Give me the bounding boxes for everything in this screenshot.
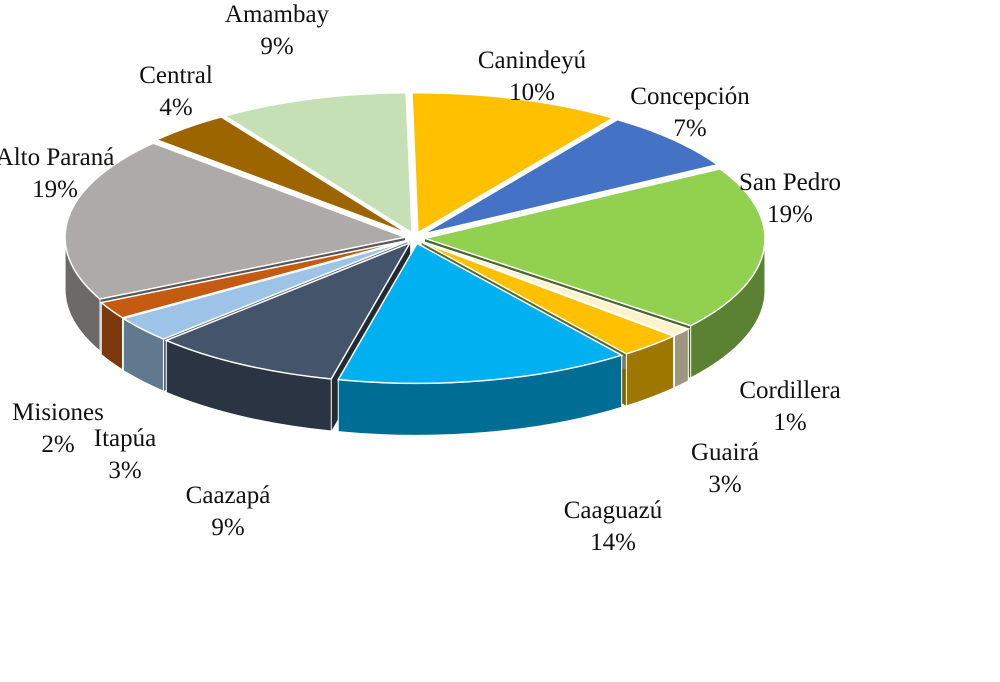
slice-percent-concepcion: 7% [673, 115, 706, 142]
slice-label-canindeyu: Canindeyú [478, 47, 587, 74]
pie-slice-misiones [99, 239, 407, 319]
slice-label-amambay: Amambay [225, 1, 330, 28]
pie-side-cordillera [673, 328, 689, 389]
slice-percent-canindeyu: 10% [509, 79, 555, 106]
pie-slice-cordillera [422, 240, 691, 337]
slice-percent-misiones: 2% [41, 431, 74, 458]
slice-label-misiones: Misiones [12, 399, 104, 426]
pie-slice-san-pedro [422, 168, 766, 327]
pie-tops [64, 92, 766, 385]
slice-label-caazapa: Caazapá [186, 482, 271, 509]
slice-label-san-pedro: San Pedro [739, 169, 841, 196]
slice-percent-itapua: 3% [108, 457, 141, 484]
slice-percent-guaira: 3% [708, 471, 741, 498]
slice-percent-san-pedro: 19% [767, 201, 813, 228]
slice-label-concepcion: Concepción [630, 83, 750, 110]
slice-label-alto-parana: Alto Paraná [0, 144, 114, 171]
slice-percent-alto-parana: 19% [32, 176, 78, 203]
pie-slice-alto-parana [64, 142, 408, 300]
slice-label-cordillera: Cordillera [739, 377, 840, 404]
pie-slice-caazapa [164, 241, 412, 380]
slice-label-caaguazu: Caaguazú [564, 497, 663, 524]
slice-percent-caaguazu: 14% [590, 529, 636, 556]
slice-label-guaira: Guairá [691, 439, 759, 466]
pie-slice-central [154, 116, 409, 235]
pie-slice-guaira [421, 241, 676, 355]
slice-label-itapua: Itapúa [94, 425, 156, 452]
pie-slice-concepcion [422, 118, 720, 236]
pie-labels: Canindeyú 10% Concepción 7% San Pedro 19% Cord… [0, 1, 841, 556]
pie-slice-canindeyu [411, 92, 615, 235]
pie-slice-amambay [223, 92, 413, 235]
pie-slice-caaguazu [337, 242, 624, 385]
pie-slice-itapua [121, 240, 408, 340]
slice-percent-cordillera: 1% [773, 409, 806, 436]
slice-percent-central: 4% [159, 94, 192, 121]
slice-percent-caazapa: 9% [211, 514, 244, 541]
slice-percent-amambay: 9% [260, 33, 293, 60]
slice-label-central: Central [139, 62, 213, 89]
